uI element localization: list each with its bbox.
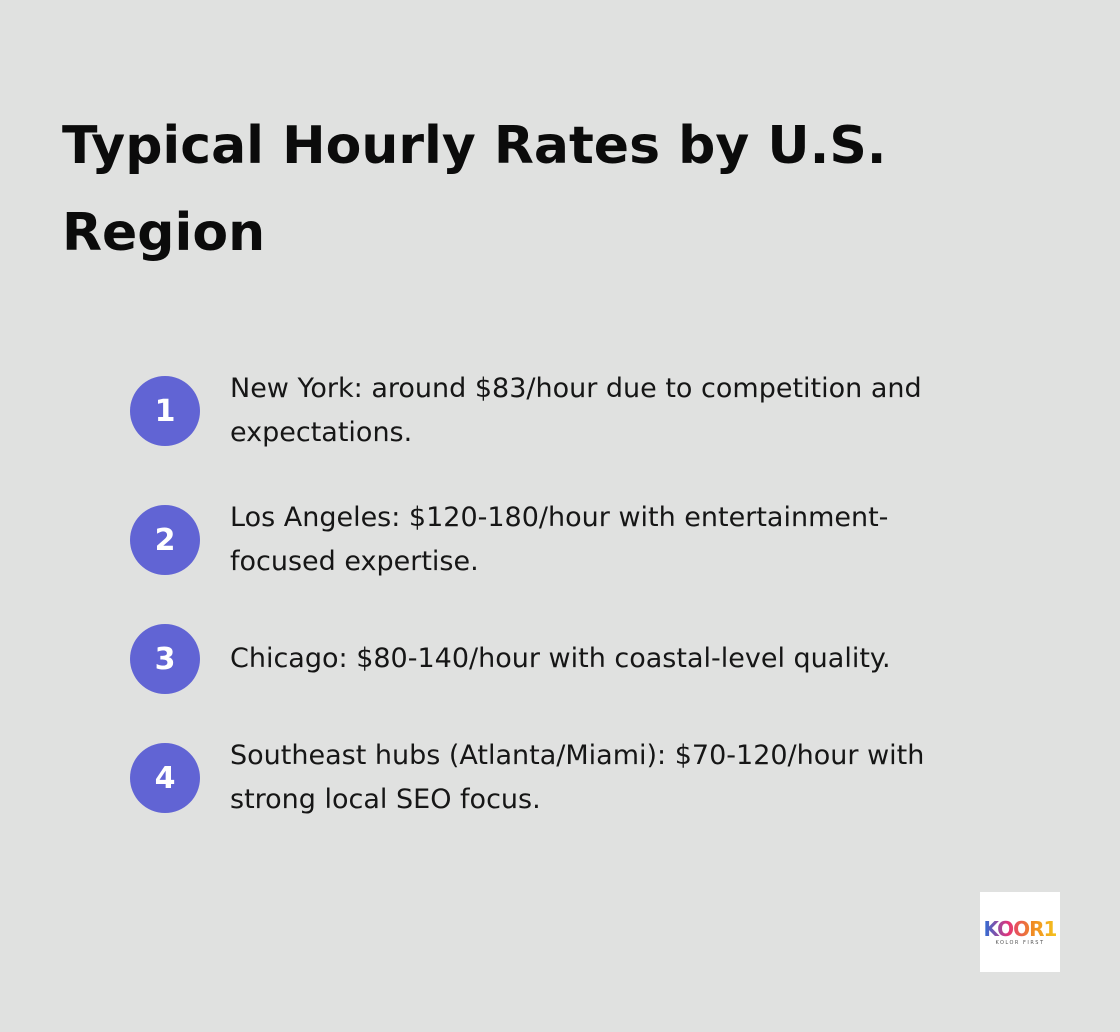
text-line: Chicago: $80-140/hour with coastal-level… xyxy=(230,643,891,674)
logo-tagline: KOLOR FIRST xyxy=(995,939,1045,946)
text-line: Los Angeles: $120-180/hour with entertai… xyxy=(230,502,889,533)
number-badge: 3 xyxy=(130,624,200,694)
number-badge: 1 xyxy=(130,376,200,446)
item-text: Southeast hubs (Atlanta/Miami): $70-120/… xyxy=(230,734,924,822)
item-text: Los Angeles: $120-180/hour with entertai… xyxy=(230,496,888,584)
title-line: Region xyxy=(62,203,266,263)
number-badge: 2 xyxy=(130,505,200,575)
item-text: Chicago: $80-140/hour with coastal-level… xyxy=(230,637,891,681)
text-line: expectations. xyxy=(230,417,413,448)
logo-mark: KOOR1 xyxy=(983,916,1058,941)
logo: KOOR1 KOLOR FIRST xyxy=(980,892,1060,972)
item-text: New York: around $83/hour due to competi… xyxy=(230,367,922,455)
title: Typical Hourly Rates by U.S. Region xyxy=(62,103,887,277)
number-badge: 4 xyxy=(130,743,200,813)
title-line: Typical Hourly Rates by U.S. xyxy=(62,116,887,176)
text-line: Southeast hubs (Atlanta/Miami): $70-120/… xyxy=(230,740,925,771)
text-line: focused expertise. xyxy=(230,546,479,577)
text-line: New York: around $83/hour due to competi… xyxy=(230,373,922,404)
text-line: strong local SEO focus. xyxy=(230,784,541,815)
